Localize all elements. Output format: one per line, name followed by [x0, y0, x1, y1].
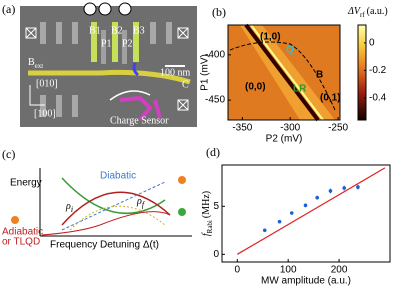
region-label: Q: [286, 45, 294, 56]
plunger-gates: [101, 30, 127, 64]
x-axis-label: MW amplitude (a.u.): [261, 276, 351, 286]
panel-label: (c): [2, 147, 15, 161]
green-curve: [61, 177, 166, 214]
sensor-label: Charge Sensor: [110, 115, 169, 126]
gate-label: P2: [122, 38, 133, 49]
y-tick-label: 5: [213, 201, 219, 212]
data-point: [289, 211, 294, 215]
circuit-symbols: [83, 2, 132, 16]
plot-frame: [227, 24, 341, 121]
spin-icon: [11, 216, 19, 224]
panel-label: (b): [212, 5, 226, 19]
axis-label: [100]: [34, 108, 56, 119]
scale-label: 100 nm: [160, 67, 191, 78]
label-part: f: [201, 232, 212, 236]
x-tick-label: -300: [280, 123, 300, 134]
axes: [39, 168, 192, 237]
green-gates: [91, 22, 139, 62]
fit-line: [236, 167, 386, 255]
transition-line: [250, 24, 324, 121]
y-axis-label: Energy: [10, 178, 42, 189]
panel-c: (c) Energy Frequency Detuning Δ(t) Diaba…: [2, 147, 192, 251]
x-tick-label: -350: [232, 123, 252, 134]
colorbar-tick-label: -0.2: [369, 65, 387, 76]
data-point: [277, 219, 282, 224]
region-label: (0,1): [320, 93, 341, 104]
gate-label: B2: [111, 25, 123, 36]
x-tick-label: 0: [234, 265, 240, 276]
data-point: [328, 189, 333, 193]
data-point: [303, 203, 308, 208]
x-axis-label: Frequency Detuning Δ(t): [50, 240, 159, 251]
panel-a: (a) B1 B2 B3 P1 P2 C Bext 100 nm [010] […: [2, 2, 197, 127]
gate-label: B3: [133, 25, 145, 36]
label-part: rf: [360, 11, 365, 19]
spin-icon: [178, 176, 186, 184]
x-axis-label: P2 (mV): [266, 134, 303, 145]
gate-label: C: [182, 79, 189, 90]
colorbar-tick-label: -0.4: [369, 93, 387, 104]
region-label: (0,0): [245, 82, 266, 93]
colorbar: [357, 24, 367, 121]
diabatic-line: [61, 181, 166, 231]
axes-arrows: [29, 85, 45, 106]
colorbar-tick-label: 0: [369, 38, 375, 49]
field-label: Bext: [28, 57, 43, 69]
spin-icon: [178, 208, 186, 216]
adiabatic-label: Adiabatic: [2, 227, 43, 238]
label-part: ΔV: [347, 6, 362, 17]
data-point: [315, 195, 320, 200]
adiabatic-label: or TLQD: [2, 237, 40, 248]
y-tick-label: -400: [205, 49, 225, 60]
tlqd-curve: [41, 211, 171, 236]
label-part: (a.u.): [367, 6, 388, 17]
wire: [132, 62, 140, 77]
path-line: [69, 205, 166, 231]
gate-label: B1: [89, 25, 101, 36]
dashed-curve: [229, 41, 336, 111]
x-tick-label: -250: [328, 123, 348, 134]
axis-label: ΔVrf (a.u.): [347, 6, 388, 18]
data-point: [356, 185, 360, 189]
panel-label: (d): [206, 145, 220, 159]
ohmics: [25, 27, 189, 111]
data-point: [262, 228, 267, 233]
y-tick-label: -450: [205, 95, 225, 106]
diabatic-label: Diabatic: [100, 171, 136, 182]
y-tick-label: 0: [213, 249, 219, 260]
arrow: [109, 90, 151, 101]
c-gate: [28, 69, 191, 85]
label-part: Rabi: [206, 220, 214, 233]
region-label: LR: [293, 84, 307, 95]
axis-label: [010]: [36, 78, 58, 89]
label-part: (MHz): [201, 191, 212, 218]
red-curve: [61, 191, 171, 226]
panel-label: (a): [2, 2, 15, 16]
region-label: (1,0): [260, 32, 281, 43]
gate-label: P1: [101, 38, 112, 49]
sensor-gates: [119, 95, 162, 122]
region-label: B: [316, 70, 323, 81]
y-axis-label: P1 (mV): [200, 54, 211, 91]
x-tick-label: 100: [280, 265, 297, 276]
x-tick-label: 200: [331, 265, 348, 276]
gates: [40, 22, 172, 117]
transition-line: [244, 23, 320, 122]
rho-i: ρi: [65, 201, 73, 214]
data-point: [342, 186, 346, 190]
axis-label: fRabi (MHz): [201, 191, 213, 236]
plot-frame: [221, 164, 391, 263]
rho-f: ρf: [136, 196, 146, 209]
